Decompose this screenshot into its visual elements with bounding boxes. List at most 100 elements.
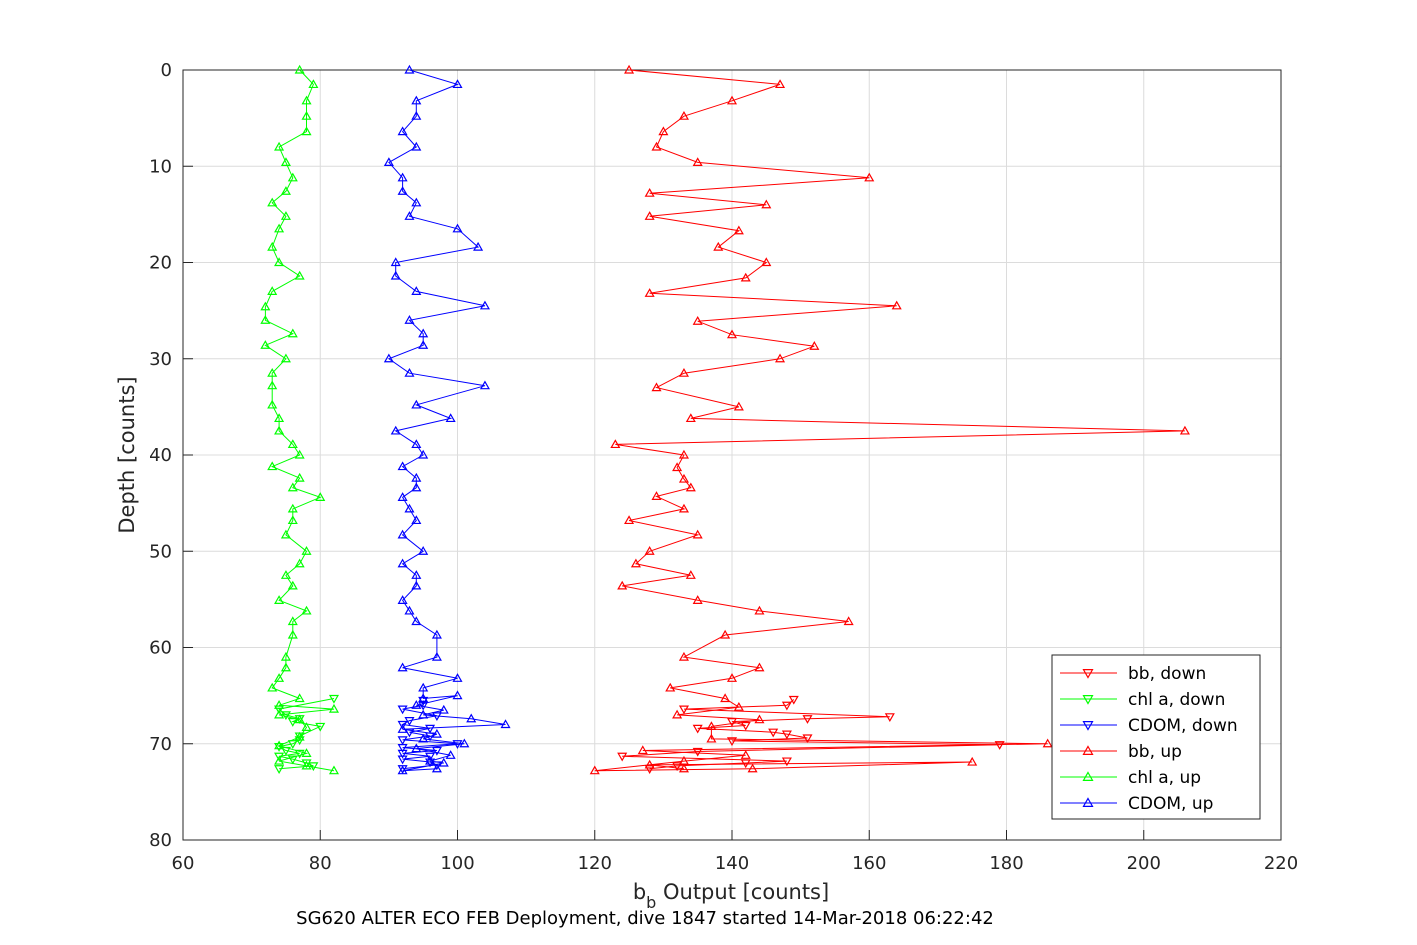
- data-point: [644, 211, 655, 220]
- data-point: [713, 241, 724, 251]
- data-point: [438, 704, 449, 714]
- data-point: [706, 733, 717, 743]
- data-point: [280, 711, 291, 721]
- data-point: [445, 750, 456, 759]
- data-point: [672, 462, 683, 472]
- data-point: [383, 353, 394, 363]
- data-point: [685, 570, 696, 579]
- data-point: [390, 425, 401, 435]
- data-point: [431, 629, 442, 639]
- legend-marker: [1082, 797, 1094, 807]
- data-point: [678, 110, 689, 120]
- legend-label: CDOM, up: [1128, 794, 1213, 814]
- data-point: [328, 703, 340, 713]
- data-point: [445, 413, 456, 423]
- data-point: [397, 492, 408, 501]
- data-point: [301, 605, 312, 615]
- data-point: [678, 763, 689, 773]
- data-point: [452, 223, 463, 233]
- data-point: [390, 257, 401, 267]
- series-line: [594, 69, 1185, 772]
- data-point: [726, 718, 738, 727]
- data-point: [294, 714, 305, 724]
- data-point: [692, 595, 703, 604]
- data-point: [411, 472, 422, 482]
- legend-box: [1051, 654, 1261, 820]
- data-point: [479, 380, 490, 390]
- data-point: [678, 503, 689, 513]
- data-point: [431, 746, 442, 756]
- legend-label: chl a, up: [1128, 768, 1201, 788]
- data-point: [459, 738, 470, 748]
- data-point: [651, 382, 662, 392]
- data-point: [418, 709, 429, 719]
- legend-item: bb, down: [1060, 664, 1206, 684]
- x-axis-label-subscript: b: [646, 893, 656, 912]
- data-point: [624, 64, 635, 74]
- data-point: [438, 757, 449, 767]
- data-series: [260, 64, 1190, 775]
- data-point: [431, 651, 442, 661]
- data-point: [267, 380, 278, 390]
- data-point: [390, 270, 401, 280]
- data-point: [274, 257, 285, 267]
- data-point: [685, 413, 696, 423]
- x-tick-label: 120: [578, 853, 612, 874]
- data-point: [301, 760, 312, 770]
- data-point: [411, 286, 422, 295]
- data-point: [260, 301, 271, 311]
- legend-label: bb, up: [1128, 742, 1182, 762]
- data-point: [891, 300, 902, 310]
- data-point: [397, 705, 408, 715]
- data-point: [411, 616, 422, 626]
- data-point: [397, 595, 408, 604]
- series-bb-up: [589, 64, 1190, 775]
- data-point: [479, 300, 490, 310]
- data-point: [418, 546, 429, 555]
- data-point: [624, 515, 635, 525]
- data-point: [761, 199, 772, 209]
- y-tick-label: 40: [149, 445, 172, 466]
- data-point: [274, 755, 285, 765]
- data-point: [267, 367, 278, 377]
- data-point: [431, 763, 442, 773]
- data-point: [404, 367, 415, 377]
- data-point: [287, 616, 298, 626]
- data-point: [466, 713, 477, 723]
- data-point: [274, 752, 285, 762]
- data-point: [287, 580, 298, 590]
- legend-marker: [1082, 721, 1094, 731]
- data-point: [267, 682, 278, 692]
- y-tick-label: 70: [149, 734, 172, 755]
- data-point: [425, 755, 436, 765]
- data-point: [685, 482, 696, 492]
- data-point: [397, 765, 408, 775]
- x-tick-label: 80: [309, 853, 332, 874]
- data-point: [651, 141, 662, 151]
- legend-item: bb, up: [1060, 742, 1182, 762]
- data-point: [418, 693, 429, 703]
- data-point: [287, 755, 298, 765]
- data-point: [301, 95, 312, 105]
- data-point: [994, 741, 1005, 750]
- data-point: [775, 79, 786, 89]
- data-point: [809, 341, 820, 350]
- data-point: [404, 717, 415, 726]
- legend-item: chl a, down: [1060, 690, 1225, 710]
- data-point: [411, 95, 422, 105]
- data-point: [411, 482, 422, 492]
- x-tick-label: 60: [172, 853, 195, 874]
- data-point: [301, 110, 312, 120]
- data-point: [308, 79, 319, 89]
- data-point: [274, 705, 285, 715]
- data-point: [644, 288, 655, 297]
- axis-ticks: 60 80 100 120 140 160 180 200 220010203040506070…: [149, 60, 1298, 874]
- data-point: [733, 401, 744, 411]
- data-point: [802, 734, 813, 744]
- data-point: [315, 492, 326, 501]
- data-point: [754, 605, 765, 615]
- y-tick-label: 60: [149, 638, 172, 659]
- data-point: [740, 272, 751, 282]
- series-line: [622, 699, 1000, 770]
- data-point: [720, 629, 731, 639]
